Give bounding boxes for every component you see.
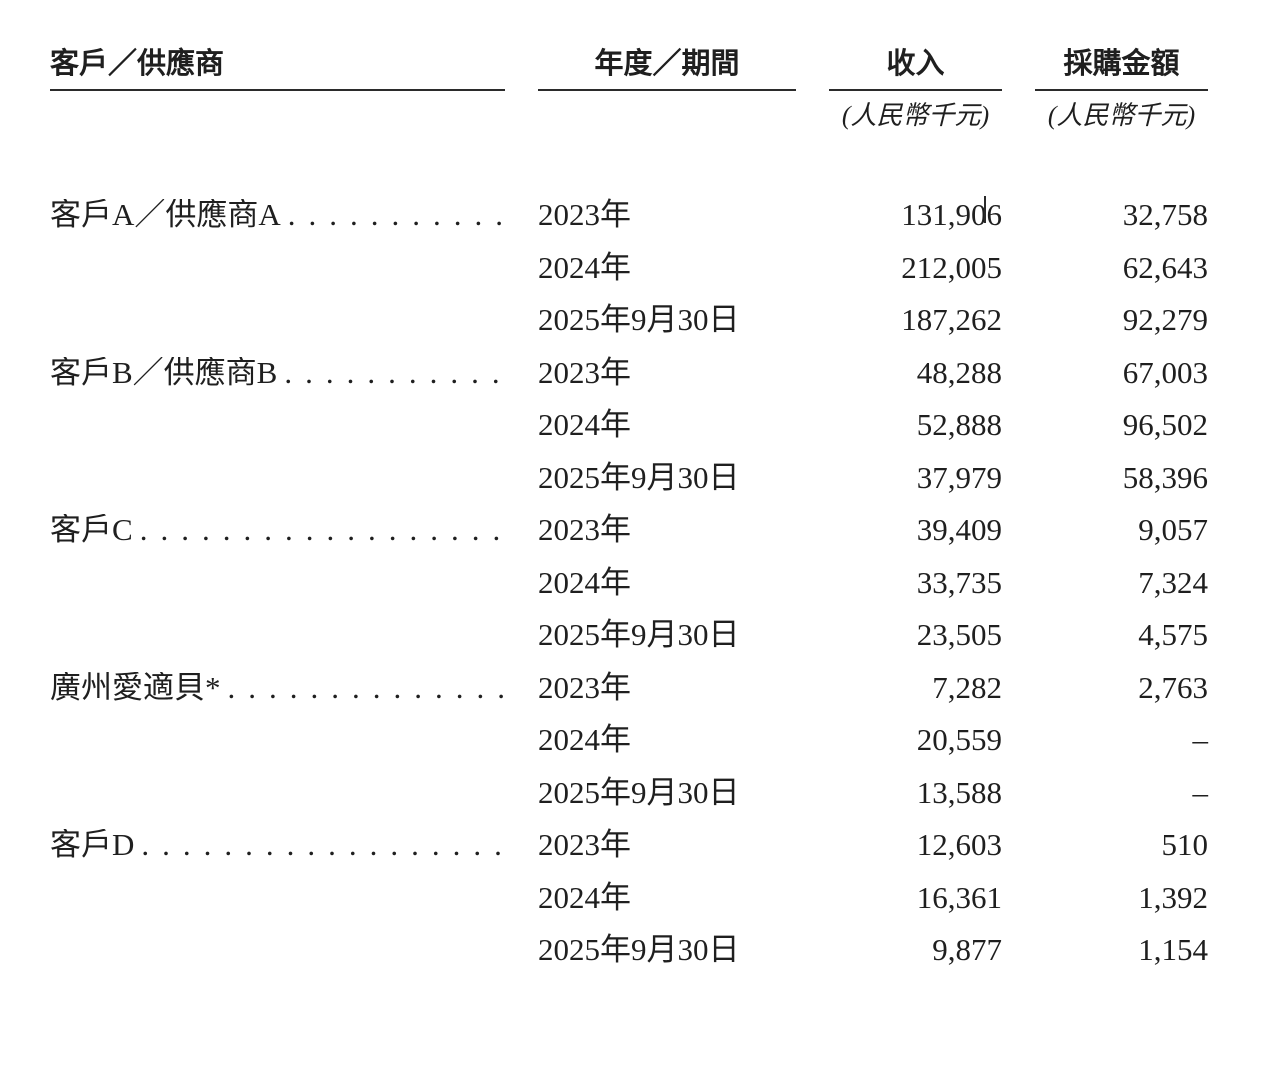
- dot-leader: ........................................: [227, 671, 506, 703]
- purchase-value: –: [1192, 774, 1209, 810]
- revenue-value: 23,505: [916, 617, 1002, 653]
- entity-cell: 客戶A／供應商A ...............................…: [50, 199, 505, 230]
- dot-leader: ........................................: [141, 829, 505, 861]
- dot-leader: ........................................: [139, 514, 505, 546]
- unit-revenue: (人民幣千元): [841, 101, 990, 131]
- purchase-value: 7,324: [1138, 564, 1208, 600]
- table-row: 2025年9月30日 9,877 1,154: [50, 923, 1208, 976]
- table-row: 客戶B／供應商B ...............................…: [50, 346, 1208, 399]
- table-body: 客戶A／供應商A ...............................…: [50, 188, 1208, 976]
- entity-cell: 客戶D ....................................…: [50, 829, 505, 860]
- header-purchase: 採購金額: [1035, 46, 1208, 92]
- revenue-value: 13,588: [916, 774, 1002, 810]
- revenue-value: 187,262: [901, 302, 1002, 338]
- dot-leader: ........................................: [284, 356, 505, 388]
- header-period: 年度／期間: [538, 46, 796, 92]
- purchase-value: 1,154: [1138, 932, 1208, 968]
- period-value: 2025年9月30日: [538, 302, 740, 338]
- revenue-value: 20,559: [916, 722, 1002, 758]
- revenue-value: 37,979: [916, 459, 1002, 495]
- revenue-value: 39,409: [916, 512, 1002, 548]
- period-value: 2023年: [538, 827, 631, 863]
- text-cursor: [984, 196, 986, 224]
- revenue-value: 52,888: [916, 407, 1002, 443]
- table-row: 客戶D ....................................…: [50, 818, 1208, 871]
- purchase-value: 1,392: [1138, 879, 1208, 915]
- revenue-value: 33,735: [916, 564, 1002, 600]
- revenue-value: 48,288: [916, 354, 1002, 390]
- entity-cell: 廣州愛適貝* .................................…: [50, 672, 505, 703]
- table-row: 2025年9月30日 13,588 –: [50, 766, 1208, 819]
- table-row: 2025年9月30日 37,979 58,396: [50, 451, 1208, 504]
- period-value: 2025年9月30日: [538, 932, 740, 968]
- revenue-value: 131,906: [829, 196, 1002, 233]
- period-value: 2025年9月30日: [538, 774, 740, 810]
- period-value: 2023年: [538, 197, 631, 233]
- revenue-value: 9,877: [932, 932, 1002, 968]
- header-revenue: 收入: [829, 46, 1002, 92]
- purchase-value: 62,643: [1122, 249, 1208, 285]
- entity-label: 廣州愛適貝*: [50, 671, 221, 703]
- customer-supplier-table: 客戶／供應商 年度／期間 收入 採購金額 (人民幣千元) (人民幣千元) 客戶A…: [50, 46, 1208, 976]
- table-row: 2024年 33,735 7,324: [50, 556, 1208, 609]
- purchase-value: 67,003: [1122, 354, 1208, 390]
- purchase-value: 92,279: [1122, 302, 1208, 338]
- period-value: 2025年9月30日: [538, 459, 740, 495]
- table-row: 2025年9月30日 187,262 92,279: [50, 293, 1208, 346]
- period-value: 2023年: [538, 354, 631, 390]
- entity-label: 客戶C: [50, 514, 133, 546]
- table-row: 2025年9月30日 23,505 4,575: [50, 608, 1208, 661]
- period-value: 2023年: [538, 512, 631, 548]
- entity-label: 客戶D: [50, 829, 135, 861]
- period-value: 2024年: [538, 407, 631, 443]
- table-header-row: 客戶／供應商 年度／期間 收入 採購金額: [50, 46, 1208, 92]
- period-value: 2023年: [538, 669, 631, 705]
- revenue-text: 131,906: [901, 197, 1002, 233]
- table-row: 2024年 212,005 62,643: [50, 241, 1208, 294]
- purchase-value: 58,396: [1122, 459, 1208, 495]
- unit-purchase: (人民幣千元): [1047, 101, 1196, 131]
- table-row: 廣州愛適貝* .................................…: [50, 661, 1208, 714]
- revenue-value: 16,361: [916, 879, 1002, 915]
- revenue-value: 212,005: [901, 249, 1002, 285]
- purchase-value: –: [1192, 722, 1209, 758]
- entity-cell: 客戶C ....................................…: [50, 514, 505, 545]
- entity-cell: 客戶B／供應商B ...............................…: [50, 357, 505, 388]
- period-value: 2024年: [538, 564, 631, 600]
- purchase-value: 96,502: [1122, 407, 1208, 443]
- purchase-value: 510: [1161, 827, 1209, 863]
- table-row: 2024年 52,888 96,502: [50, 398, 1208, 451]
- period-value: 2025年9月30日: [538, 617, 740, 653]
- entity-label: 客戶B／供應商B: [50, 356, 278, 388]
- dot-leader: ........................................: [287, 199, 505, 231]
- purchase-value: 9,057: [1138, 512, 1208, 548]
- table-row: 客戶C ....................................…: [50, 503, 1208, 556]
- table-row: 2024年 16,361 1,392: [50, 871, 1208, 924]
- header-entity: 客戶／供應商: [50, 46, 505, 92]
- purchase-value: 2,763: [1138, 669, 1208, 705]
- entity-label: 客戶A／供應商A: [50, 199, 281, 231]
- period-value: 2024年: [538, 249, 631, 285]
- purchase-value: 4,575: [1138, 617, 1208, 653]
- revenue-value: 12,603: [916, 827, 1002, 863]
- period-value: 2024年: [538, 722, 631, 758]
- revenue-value: 7,282: [932, 669, 1002, 705]
- table-unit-row: (人民幣千元) (人民幣千元): [50, 100, 1208, 131]
- purchase-value: 32,758: [1122, 197, 1208, 233]
- table-row: 2024年 20,559 –: [50, 713, 1208, 766]
- table-row: 客戶A／供應商A ...............................…: [50, 188, 1208, 241]
- period-value: 2024年: [538, 879, 631, 915]
